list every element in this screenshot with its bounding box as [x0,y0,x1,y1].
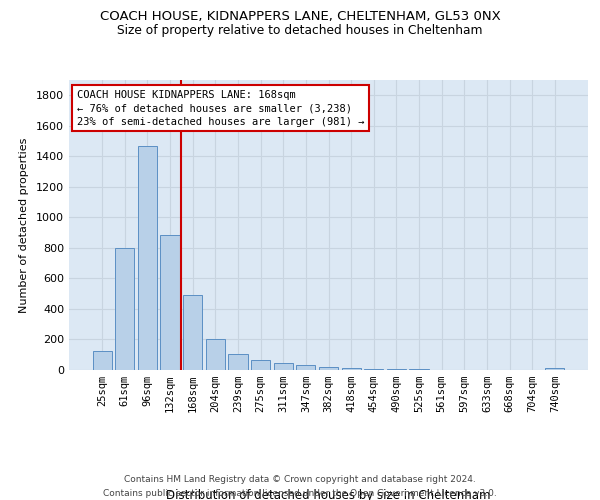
Bar [319,366,338,370]
Bar [545,368,565,370]
Bar [296,365,316,370]
Bar [387,369,406,370]
Bar [251,360,270,370]
Y-axis label: Number of detached properties: Number of detached properties [19,138,29,312]
Bar [183,295,202,370]
Bar [341,368,361,370]
Bar [138,146,157,370]
Bar [274,363,293,370]
Text: Size of property relative to detached houses in Cheltenham: Size of property relative to detached ho… [117,24,483,37]
X-axis label: Distribution of detached houses by size in Cheltenham: Distribution of detached houses by size … [166,489,491,500]
Bar [206,338,225,370]
Text: COACH HOUSE, KIDNAPPERS LANE, CHELTENHAM, GL53 0NX: COACH HOUSE, KIDNAPPERS LANE, CHELTENHAM… [100,10,500,23]
Bar [160,235,180,370]
Text: COACH HOUSE KIDNAPPERS LANE: 168sqm
← 76% of detached houses are smaller (3,238): COACH HOUSE KIDNAPPERS LANE: 168sqm ← 76… [77,90,364,126]
Bar [92,351,112,370]
Text: Contains HM Land Registry data © Crown copyright and database right 2024.
Contai: Contains HM Land Registry data © Crown c… [103,476,497,498]
Bar [115,248,134,370]
Bar [229,354,248,370]
Bar [364,369,383,370]
